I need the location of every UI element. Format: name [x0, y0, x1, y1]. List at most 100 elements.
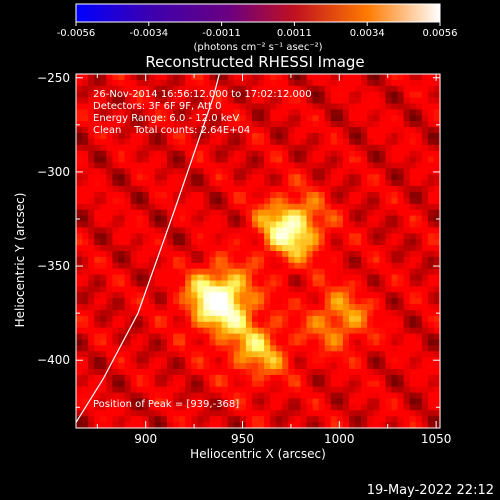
heatmap-cell — [288, 209, 295, 217]
heatmap-cell — [409, 286, 417, 293]
heatmap-cell — [245, 156, 253, 164]
heatmap-cell — [324, 91, 332, 99]
heatmap-cell — [276, 315, 283, 323]
heatmap-cell — [112, 85, 120, 93]
heatmap-cell — [118, 351, 126, 358]
heatmap-cell — [209, 333, 217, 341]
heatmap-cell — [130, 174, 138, 181]
heatmap-cell — [379, 345, 386, 352]
heatmap-cell — [233, 262, 241, 270]
heatmap-cell — [379, 91, 386, 99]
heatmap-cell — [191, 115, 198, 122]
heatmap-cell — [415, 127, 423, 134]
colorbar-unit-label: (photons cm⁻² s⁻¹ asec⁻²) — [193, 42, 322, 53]
heatmap-cell — [306, 203, 314, 211]
heatmap-cell — [270, 351, 277, 358]
heatmap-cell — [421, 304, 429, 311]
heatmap-cell — [94, 239, 101, 246]
heatmap-cell — [415, 262, 423, 270]
heatmap-cell — [391, 398, 399, 405]
heatmap-cell — [361, 410, 368, 417]
heatmap-cell — [379, 404, 386, 411]
heatmap-cell — [154, 209, 162, 217]
heatmap-cell — [124, 345, 132, 352]
heatmap-cell — [276, 245, 283, 252]
heatmap-cell — [215, 410, 223, 417]
heatmap-cell — [270, 262, 277, 270]
heatmap-cell — [318, 315, 326, 323]
heatmap-cell — [318, 79, 326, 87]
heatmap-cell — [148, 386, 156, 394]
heatmap-cell — [233, 374, 241, 382]
heatmap-cell — [239, 374, 247, 382]
heatmap-cell — [373, 280, 380, 287]
heatmap-cell — [191, 162, 198, 169]
heatmap-cell — [106, 180, 113, 187]
heatmap-cell — [270, 256, 277, 264]
heatmap-cell — [100, 339, 107, 346]
heatmap-cell — [367, 138, 374, 146]
heatmap-cell — [294, 369, 302, 376]
heatmap-cell — [385, 304, 393, 311]
heatmap-cell — [264, 245, 271, 252]
heatmap-cell — [167, 133, 174, 140]
heatmap-cell — [379, 109, 386, 116]
heatmap-cell — [330, 227, 338, 234]
heatmap-cell — [106, 256, 113, 264]
heatmap-cell — [330, 351, 338, 358]
heatmap-cell — [258, 422, 265, 429]
heatmap-cell — [294, 233, 302, 240]
heatmap-cell — [142, 321, 150, 329]
heatmap-cell — [276, 386, 283, 394]
heatmap-cell — [124, 339, 132, 346]
heatmap-cell — [361, 180, 368, 187]
heatmap-cell — [94, 168, 101, 175]
heatmap-cell — [336, 280, 344, 287]
heatmap-cell — [233, 410, 241, 417]
heatmap-cell — [251, 144, 259, 152]
heatmap-cell — [288, 280, 295, 287]
heatmap-cell — [324, 304, 332, 311]
heatmap-cell — [379, 363, 386, 370]
heatmap-cell — [191, 215, 198, 223]
heatmap-cell — [82, 103, 89, 110]
heatmap-cell — [361, 298, 368, 305]
heatmap-cell — [94, 268, 101, 276]
heatmap-cell — [82, 374, 89, 382]
heatmap-cell — [82, 256, 89, 264]
heatmap-cell — [251, 262, 259, 270]
heatmap-cell — [130, 91, 138, 99]
heatmap-cell — [318, 180, 326, 187]
heatmap-cell — [397, 221, 405, 228]
heatmap-cell — [167, 268, 174, 276]
axis-ticks: 900 950 1000 1050−250−300−350−400 — [37, 71, 451, 446]
heatmap-cell — [136, 339, 144, 346]
heatmap-cell — [427, 203, 435, 211]
heatmap-cell — [136, 221, 144, 228]
heatmap-cell — [403, 97, 411, 105]
heatmap-cell — [288, 97, 295, 105]
heatmap-cell — [148, 203, 156, 211]
heatmap-cell — [336, 327, 344, 335]
heatmap-cell — [264, 416, 271, 423]
heatmap-cell — [154, 416, 162, 423]
heatmap-cell — [367, 174, 374, 181]
heatmap-cell — [221, 262, 229, 270]
heatmap-cell — [251, 404, 259, 411]
heatmap-cell — [118, 327, 126, 335]
heatmap-cell — [385, 404, 393, 411]
heatmap-cell — [258, 215, 265, 223]
heatmap-cell — [154, 115, 162, 122]
heatmap-cell — [342, 422, 350, 429]
heatmap-cell — [349, 280, 356, 287]
heatmap-cell — [312, 327, 320, 335]
heatmap-cell — [148, 280, 156, 287]
heatmap-cell — [421, 209, 429, 217]
heatmap-cell — [276, 150, 283, 158]
heatmap-cell — [154, 262, 162, 270]
heatmap-cell — [276, 351, 283, 358]
heatmap-cell — [209, 351, 217, 358]
heatmap-cell — [197, 398, 204, 405]
heatmap-cell — [342, 186, 350, 193]
heatmap-cell — [82, 268, 89, 276]
